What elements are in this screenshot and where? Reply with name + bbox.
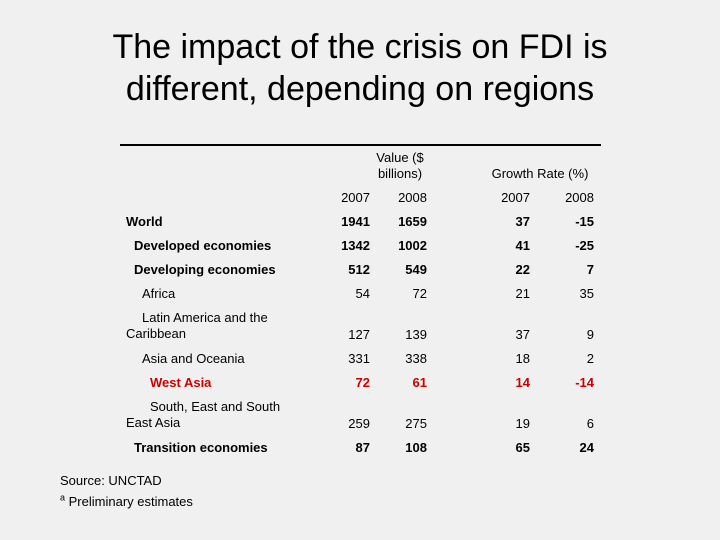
source-note: Source: UNCTAD — [60, 473, 162, 488]
table-cell: 37 — [515, 214, 530, 229]
table-cell: 2 — [586, 351, 594, 366]
footnote-marker: a — [60, 492, 66, 503]
row-label-latin-america: Latin America and the Caribbean — [126, 310, 268, 341]
footnote: a Preliminary estimates — [60, 492, 193, 510]
title-line-1: The impact of the crisis on FDI is — [112, 28, 608, 66]
year-header: 2007 — [501, 190, 530, 205]
table-cell: 338 — [405, 351, 427, 366]
table-cell: 18 — [515, 351, 530, 366]
table-cell: 127 — [348, 327, 370, 342]
table-cell: 549 — [405, 262, 427, 277]
table-cell: -14 — [575, 375, 594, 390]
row-label-world: World — [126, 214, 163, 229]
table-cell: 72 — [412, 286, 427, 301]
table-cell: -15 — [575, 214, 594, 229]
value-group-header: Value ($ billions) — [376, 150, 424, 181]
table-cell: 54 — [355, 286, 370, 301]
row-label-developing: Developing economies — [134, 262, 276, 277]
table-cell: 35 — [579, 286, 594, 301]
table-cell: 21 — [515, 286, 530, 301]
table-cell: 331 — [348, 351, 370, 366]
row-label-transition: Transition economies — [134, 440, 268, 455]
table-cell: 87 — [355, 440, 370, 455]
footnote-text: Preliminary estimates — [68, 494, 193, 509]
table-cell: 1002 — [398, 238, 427, 253]
year-header: 2007 — [341, 190, 370, 205]
row-label-south-east-asia: South, East and South East Asia — [126, 399, 281, 430]
row-label-west-asia: West Asia — [150, 375, 212, 390]
title-line-2: different, depending on regions — [125, 70, 595, 108]
row-label-africa: Africa — [142, 286, 176, 301]
table-cell: 1342 — [341, 238, 370, 253]
row-label-developed: Developed economies — [134, 238, 272, 253]
table-cell: 65 — [515, 440, 530, 455]
table-cell: 41 — [515, 238, 530, 253]
row-label-asia-oceania: Asia and Oceania — [142, 351, 245, 366]
table-cell: 275 — [405, 416, 427, 431]
table-cell: 14 — [515, 375, 530, 390]
table-cell: 61 — [412, 375, 427, 390]
table-cell: -25 — [575, 238, 594, 253]
table-cell: 108 — [405, 440, 427, 455]
table-cell: 37 — [515, 327, 530, 342]
table-cell: 1941 — [341, 214, 370, 229]
growth-group-header: Growth Rate (%) — [491, 166, 589, 181]
table-cell: 22 — [515, 262, 530, 277]
slide-title: The impact of the crisis on FDI is diffe… — [0, 26, 720, 110]
year-header: 2008 — [565, 190, 594, 205]
table-cell: 512 — [348, 262, 370, 277]
year-header: 2008 — [398, 190, 427, 205]
table-cell: 24 — [579, 440, 594, 455]
table-cell: 1659 — [398, 214, 427, 229]
table-cell: 6 — [586, 416, 594, 431]
table-cell: 19 — [515, 416, 530, 431]
table-cell: 9 — [586, 327, 594, 342]
table-top-rule — [120, 144, 601, 146]
table-cell: 7 — [586, 262, 594, 277]
table-cell: 259 — [348, 416, 370, 431]
table-cell: 72 — [355, 375, 370, 390]
table-cell: 139 — [405, 327, 427, 342]
